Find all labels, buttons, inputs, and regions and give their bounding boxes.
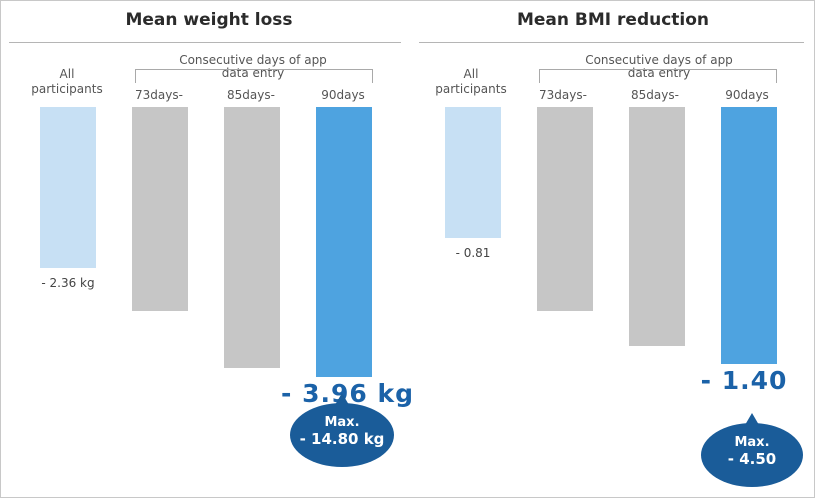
title-rule bbox=[9, 42, 401, 43]
max-callout: Max. - 14.80 kg bbox=[290, 393, 394, 467]
category-label-85days: 85days- bbox=[631, 88, 679, 102]
callout-tip bbox=[335, 393, 349, 405]
title-rule bbox=[419, 42, 804, 43]
data-label-90days: - 1.40 bbox=[700, 365, 788, 395]
bracket bbox=[135, 69, 373, 83]
category-label-90days: 90days bbox=[321, 88, 365, 102]
callout-tip bbox=[745, 413, 759, 425]
bar-73days bbox=[132, 107, 188, 312]
data-label-all: - 0.81 bbox=[455, 245, 491, 260]
bar-73days bbox=[537, 107, 593, 311]
bar-90days bbox=[316, 107, 372, 377]
bracket bbox=[539, 69, 777, 83]
category-label-all: All participants bbox=[435, 67, 507, 96]
max-callout: Max. - 4.50 bbox=[701, 413, 803, 487]
data-label-all: - 2.36 kg bbox=[41, 275, 95, 290]
bar-85days bbox=[224, 107, 280, 369]
bmi-reduction-panel: Mean BMI reduction Consecutive days of a… bbox=[413, 1, 813, 497]
category-label-all: All participants bbox=[31, 67, 103, 96]
chart-title: Mean weight loss bbox=[125, 10, 293, 30]
category-label-85days: 85days- bbox=[227, 88, 275, 102]
bar-85days bbox=[629, 107, 685, 347]
callout-label: Max. bbox=[324, 415, 360, 430]
bar-90days bbox=[721, 107, 777, 364]
weight-loss-panel: Mean weight loss Consecutive days of app… bbox=[9, 1, 413, 497]
callout-label: Max. bbox=[734, 435, 770, 450]
callout-value: - 14.80 kg bbox=[299, 430, 385, 448]
category-label-90days: 90days bbox=[725, 88, 769, 102]
bar-all-participants bbox=[40, 107, 96, 268]
bar-all-participants bbox=[445, 107, 501, 238]
category-label-73days: 73days- bbox=[135, 88, 183, 102]
category-label-73days: 73days- bbox=[539, 88, 587, 102]
chart-title: Mean BMI reduction bbox=[516, 10, 710, 30]
callout-value: - 4.50 bbox=[727, 450, 777, 468]
